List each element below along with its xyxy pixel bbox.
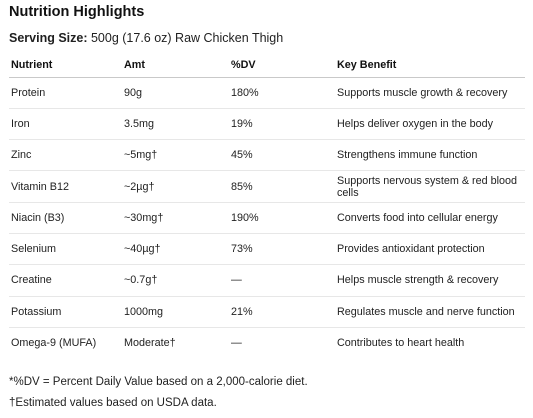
cell-nutrient: Potassium bbox=[9, 296, 122, 328]
cell-dv: 85% bbox=[229, 170, 335, 203]
cell-amount: ~40µg† bbox=[122, 233, 229, 266]
cell-amount: 90g bbox=[122, 77, 229, 109]
cell-nutrient: Vitamin B12 bbox=[9, 170, 122, 203]
cell-benefit: Supports nervous system & red blood cell… bbox=[335, 170, 525, 203]
serving-size: Serving Size: 500g (17.6 oz) Raw Chicken… bbox=[9, 31, 283, 45]
cell-nutrient: Creatine bbox=[9, 264, 122, 297]
header-key-benefit: Key Benefit bbox=[335, 53, 525, 78]
table-row: Niacin (B3) ~30mg† 190% Converts food in… bbox=[9, 202, 525, 234]
header-nutrient: Nutrient bbox=[9, 53, 122, 78]
footnote-dv: *%DV = Percent Daily Value based on a 2,… bbox=[9, 376, 308, 388]
cell-nutrient: Niacin (B3) bbox=[9, 202, 122, 234]
cell-amount: ~0.7g† bbox=[122, 264, 229, 297]
cell-benefit: Helps muscle strength & recovery bbox=[335, 264, 525, 297]
cell-nutrient: Selenium bbox=[9, 233, 122, 266]
cell-benefit: Converts food into cellular energy bbox=[335, 202, 525, 234]
cell-benefit: Supports muscle growth & recovery bbox=[335, 77, 525, 109]
cell-nutrient: Omega-9 (MUFA) bbox=[11, 337, 97, 350]
cell-dv: 190% bbox=[229, 202, 335, 234]
cell-dv: 19% bbox=[229, 108, 335, 141]
footnotes: *%DV = Percent Daily Value based on a 2,… bbox=[9, 372, 308, 414]
footnote-estimated: †Estimated values based on USDA data. bbox=[9, 397, 217, 409]
cell-dv: 180% bbox=[229, 77, 335, 109]
cell-benefit: Helps deliver oxygen in the body bbox=[335, 108, 525, 141]
table-row: Zinc ~5mg† 45% Strengthens immune functi… bbox=[9, 139, 525, 172]
cell-nutrient: Iron bbox=[9, 108, 122, 141]
cell-amount: 3.5mg bbox=[122, 108, 229, 141]
header-amount: Amt bbox=[122, 53, 229, 78]
cell-benefit: Regulates muscle and nerve function bbox=[335, 296, 525, 328]
serving-size-value: 500g (17.6 oz) Raw Chicken Thigh bbox=[87, 31, 284, 45]
table-row: Omega-9 (MUFA) Moderate† — Contributes t… bbox=[9, 327, 525, 358]
cell-dv: — bbox=[229, 264, 335, 297]
header-dv: %DV bbox=[229, 53, 335, 78]
cell-amount: Moderate† bbox=[124, 337, 176, 350]
cell-amount: ~5mg† bbox=[122, 139, 229, 172]
table-row: Selenium ~40µg† 73% Provides antioxidant… bbox=[9, 233, 525, 266]
cell-nutrient: Zinc bbox=[9, 139, 122, 172]
cell-nutrient: Protein bbox=[9, 77, 122, 109]
cell-benefit: Provides antioxidant protection bbox=[335, 233, 525, 266]
cell-dv: — bbox=[231, 337, 242, 350]
cell-benefit: Strengthens immune function bbox=[335, 139, 525, 172]
cell-amount: ~30mg† bbox=[122, 202, 229, 234]
page-title: Nutrition Highlights bbox=[9, 4, 145, 20]
cell-dv: 73% bbox=[229, 233, 335, 266]
cell-dv: 21% bbox=[229, 296, 335, 328]
table-row: Potassium 1000mg 21% Regulates muscle an… bbox=[9, 296, 525, 328]
cell-dv: 45% bbox=[229, 139, 335, 172]
nutrition-table: Nutrient Amt %DV Key Benefit Protein 90g… bbox=[9, 53, 525, 359]
cell-benefit: Contributes to heart health bbox=[337, 337, 465, 350]
cell-amount: 1000mg bbox=[122, 296, 229, 328]
cell-amount: ~2µg† bbox=[122, 170, 229, 203]
table-row: Vitamin B12 ~2µg† 85% Supports nervous s… bbox=[9, 170, 525, 203]
table-header-row: Nutrient Amt %DV Key Benefit bbox=[9, 53, 525, 78]
table-row: Iron 3.5mg 19% Helps deliver oxygen in t… bbox=[9, 108, 525, 141]
serving-size-label: Serving Size: bbox=[9, 31, 88, 45]
table-row: Protein 90g 180% Supports muscle growth … bbox=[9, 77, 525, 109]
table-row: Creatine ~0.7g† — Helps muscle strength … bbox=[9, 264, 525, 297]
